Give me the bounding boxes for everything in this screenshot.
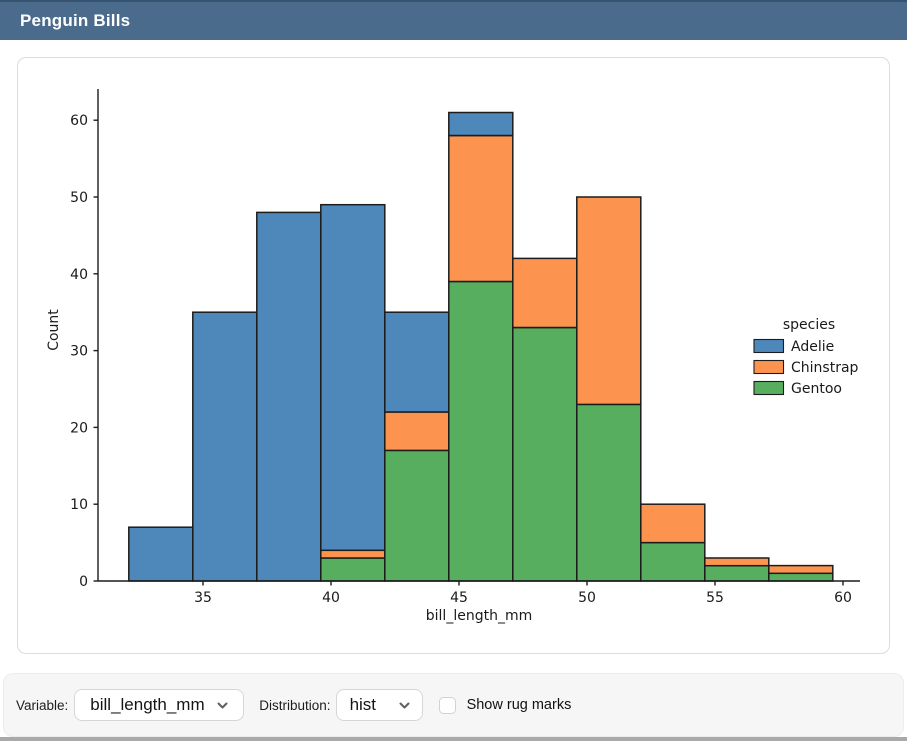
bar-segment-gentoo <box>320 557 386 582</box>
x-tick-label: 45 <box>450 590 468 606</box>
legend-label-adelie: Adelie <box>791 339 834 355</box>
histogram-chart: 35 40 45 50 55 60 0 10 20 30 40 50 60 bill_length_mm C… <box>46 89 860 624</box>
bar-segment-adelie <box>320 203 386 552</box>
legend-label-gentoo: Gentoo <box>791 381 842 397</box>
rug-checkbox-label: Show rug marks <box>466 697 572 713</box>
bar-segment-chinstrap <box>576 196 642 406</box>
bar-segment-chinstrap <box>768 564 834 575</box>
y-tick-label: 30 <box>70 344 88 360</box>
chart-card: 35 40 45 50 55 60 0 10 20 30 40 50 60 bill_length_mm C… <box>17 57 890 654</box>
window-bottom-edge <box>0 737 907 741</box>
variable-label: Variable: <box>16 697 69 713</box>
bar-segment-chinstrap <box>704 557 770 567</box>
variable-select-value: bill_length_mm <box>90 695 205 714</box>
bar-segment-gentoo <box>448 280 514 582</box>
bar-segment-adelie <box>384 311 450 413</box>
x-axis-label: bill_length_mm <box>426 608 532 624</box>
x-tick-label: 60 <box>834 590 852 606</box>
chevron-down-icon <box>399 702 410 708</box>
distribution-label: Distribution: <box>259 697 331 713</box>
window-title: Penguin Bills <box>20 11 131 30</box>
x-tick-label: 50 <box>578 590 596 606</box>
bar-segment-gentoo <box>384 449 450 582</box>
bar-segment-chinstrap <box>384 411 450 452</box>
control-panel: Variable: bill_length_mm Distribution: h… <box>3 673 904 737</box>
rug-checkbox[interactable] <box>438 696 456 714</box>
bar-segment-adelie <box>256 211 322 582</box>
legend-swatch-gentoo <box>753 380 785 396</box>
y-tick-label: 60 <box>70 113 88 129</box>
chevron-down-icon <box>217 702 228 708</box>
x-tick-label: 55 <box>706 590 724 606</box>
y-tick-label: 20 <box>70 420 88 436</box>
title-bar: Penguin Bills <box>0 0 907 40</box>
bar-segment-gentoo <box>768 572 834 582</box>
bar-segment-adelie <box>192 311 258 582</box>
y-tick-label: 10 <box>70 497 88 513</box>
bar-segment-gentoo <box>512 326 578 582</box>
bar-segment-gentoo <box>704 564 770 582</box>
bar-segment-chinstrap <box>320 549 386 559</box>
bar-segment-chinstrap <box>448 134 514 283</box>
variable-select[interactable]: bill_length_mm <box>74 689 245 721</box>
y-tick-label: 40 <box>70 267 88 283</box>
y-tick-label: 50 <box>70 190 88 206</box>
bar-segment-adelie <box>128 526 194 582</box>
bar-segment-chinstrap <box>512 257 578 329</box>
distribution-select[interactable]: hist <box>335 689 423 721</box>
distribution-select-value: hist <box>349 695 377 714</box>
legend-label-chinstrap: Chinstrap <box>791 360 859 376</box>
x-tick-label: 40 <box>322 590 340 606</box>
legend-title: species <box>783 317 835 333</box>
legend-swatch-chinstrap <box>753 359 785 375</box>
y-tick-label: 0 <box>79 574 88 590</box>
bar-segment-gentoo <box>576 403 642 582</box>
legend-swatch-adelie <box>753 338 785 354</box>
bar-segment-gentoo <box>640 541 706 582</box>
bar-segment-adelie <box>448 111 514 137</box>
y-axis-label: Count <box>46 309 62 351</box>
bar-segment-chinstrap <box>640 503 706 544</box>
x-tick-label: 35 <box>194 590 212 606</box>
